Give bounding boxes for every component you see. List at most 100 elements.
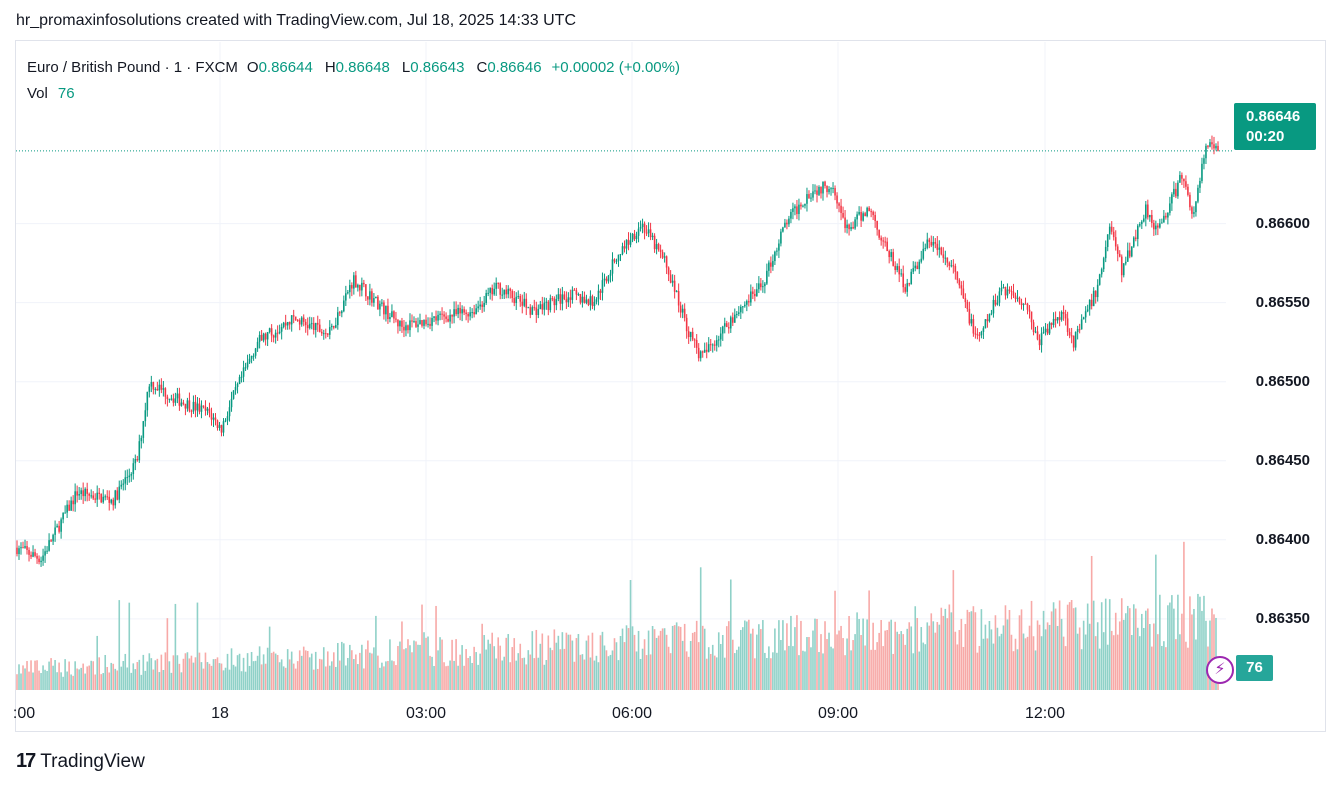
candle-body [1136, 225, 1139, 240]
candle-body [328, 327, 331, 335]
candle-body [266, 332, 269, 340]
candle-body [387, 305, 389, 320]
tradingview-brand[interactable]: 17 TradingView [16, 750, 145, 773]
volume-bar [34, 660, 36, 690]
volume-bar [814, 618, 816, 690]
candle-body [405, 325, 407, 331]
volume-bar [1000, 633, 1003, 690]
candle-body [451, 314, 453, 317]
volume-bar [571, 640, 574, 690]
volume-bar [453, 660, 455, 690]
candle-body [543, 302, 546, 310]
volume-bar [725, 626, 728, 690]
volume-bar [513, 638, 516, 690]
candle-body [1171, 194, 1173, 204]
candle-body [1030, 311, 1033, 323]
close-value: 0.86646 [487, 58, 542, 76]
volume-bar [846, 638, 848, 690]
candle-body [735, 313, 738, 315]
volume-bar [284, 667, 287, 690]
volume-bar [651, 625, 654, 690]
candle-body [746, 301, 748, 305]
volume-bar [100, 674, 103, 690]
candle-body [810, 197, 812, 199]
volume-bar [838, 630, 840, 690]
volume-bar [635, 651, 638, 690]
candle-body [1072, 335, 1075, 348]
volume-bar [397, 646, 399, 690]
volume-bar [409, 645, 411, 690]
volume-key[interactable]: Vol [27, 84, 48, 102]
candle-body [958, 279, 961, 286]
volume-bar [595, 655, 598, 690]
candle-body [1052, 318, 1055, 325]
volume-bar [70, 674, 72, 690]
volume-bar [836, 634, 838, 690]
volume-bar [96, 635, 98, 690]
candle-body [649, 229, 652, 238]
candle-body [766, 270, 768, 284]
volume-bar [439, 637, 441, 690]
candle-body [208, 408, 211, 414]
candle-body [721, 326, 724, 334]
candle-body [671, 280, 674, 283]
candle-body [563, 294, 566, 300]
volume-bar [928, 625, 931, 690]
volume-bar [489, 643, 491, 690]
candle-body [397, 319, 399, 327]
volume-bar [218, 663, 221, 690]
candle-body [20, 547, 22, 549]
volume-bar [332, 652, 335, 690]
candle-body [447, 318, 449, 322]
candle-body [290, 315, 293, 325]
volume-bar [956, 644, 959, 690]
candle-body [212, 417, 215, 420]
candle-body [357, 284, 359, 288]
candle-body [862, 213, 864, 221]
candle-body [1157, 225, 1159, 228]
candle-body [483, 302, 485, 307]
candle-body [681, 308, 684, 313]
candle-body [469, 312, 471, 317]
volume-bar [1110, 630, 1113, 690]
volume-bar [212, 659, 215, 690]
volume-bar [162, 669, 165, 690]
lightning-icon[interactable]: ⚡ [1206, 656, 1234, 684]
volume-bar [260, 664, 263, 690]
candle-body [1108, 226, 1111, 235]
volume-bar [1100, 602, 1103, 690]
candle-body [409, 320, 411, 331]
volume-bar [653, 629, 656, 690]
volume-bar [625, 625, 628, 690]
volume-bar [683, 623, 686, 690]
volume-bar [443, 662, 445, 690]
volume-bar [495, 658, 497, 690]
brand-name: TradingView [40, 750, 145, 772]
candle-body [930, 241, 933, 246]
candle-body [164, 388, 167, 397]
candle-body [431, 317, 433, 326]
candle-body [1110, 226, 1113, 232]
symbol-title[interactable]: Euro / British Pound · 1 · FXCM [27, 58, 238, 76]
candle-body [571, 289, 574, 300]
candle-body [22, 547, 24, 549]
candle-body [48, 540, 50, 551]
candle-body [884, 241, 886, 243]
candle-body [782, 227, 784, 232]
candle-body [511, 290, 514, 299]
candle-body [66, 504, 68, 513]
candle-body [926, 239, 929, 248]
volume-bar [934, 632, 937, 690]
candle-body [222, 421, 225, 433]
candle-body [838, 203, 840, 206]
candle-body [36, 555, 38, 559]
candle-body [128, 475, 131, 478]
candle-body [367, 296, 369, 300]
volume-bar [525, 664, 528, 690]
candle-body [673, 280, 676, 292]
volume-bar [106, 666, 109, 690]
candle-body [270, 328, 273, 336]
candle-body [30, 554, 32, 557]
candle-body [122, 483, 125, 485]
